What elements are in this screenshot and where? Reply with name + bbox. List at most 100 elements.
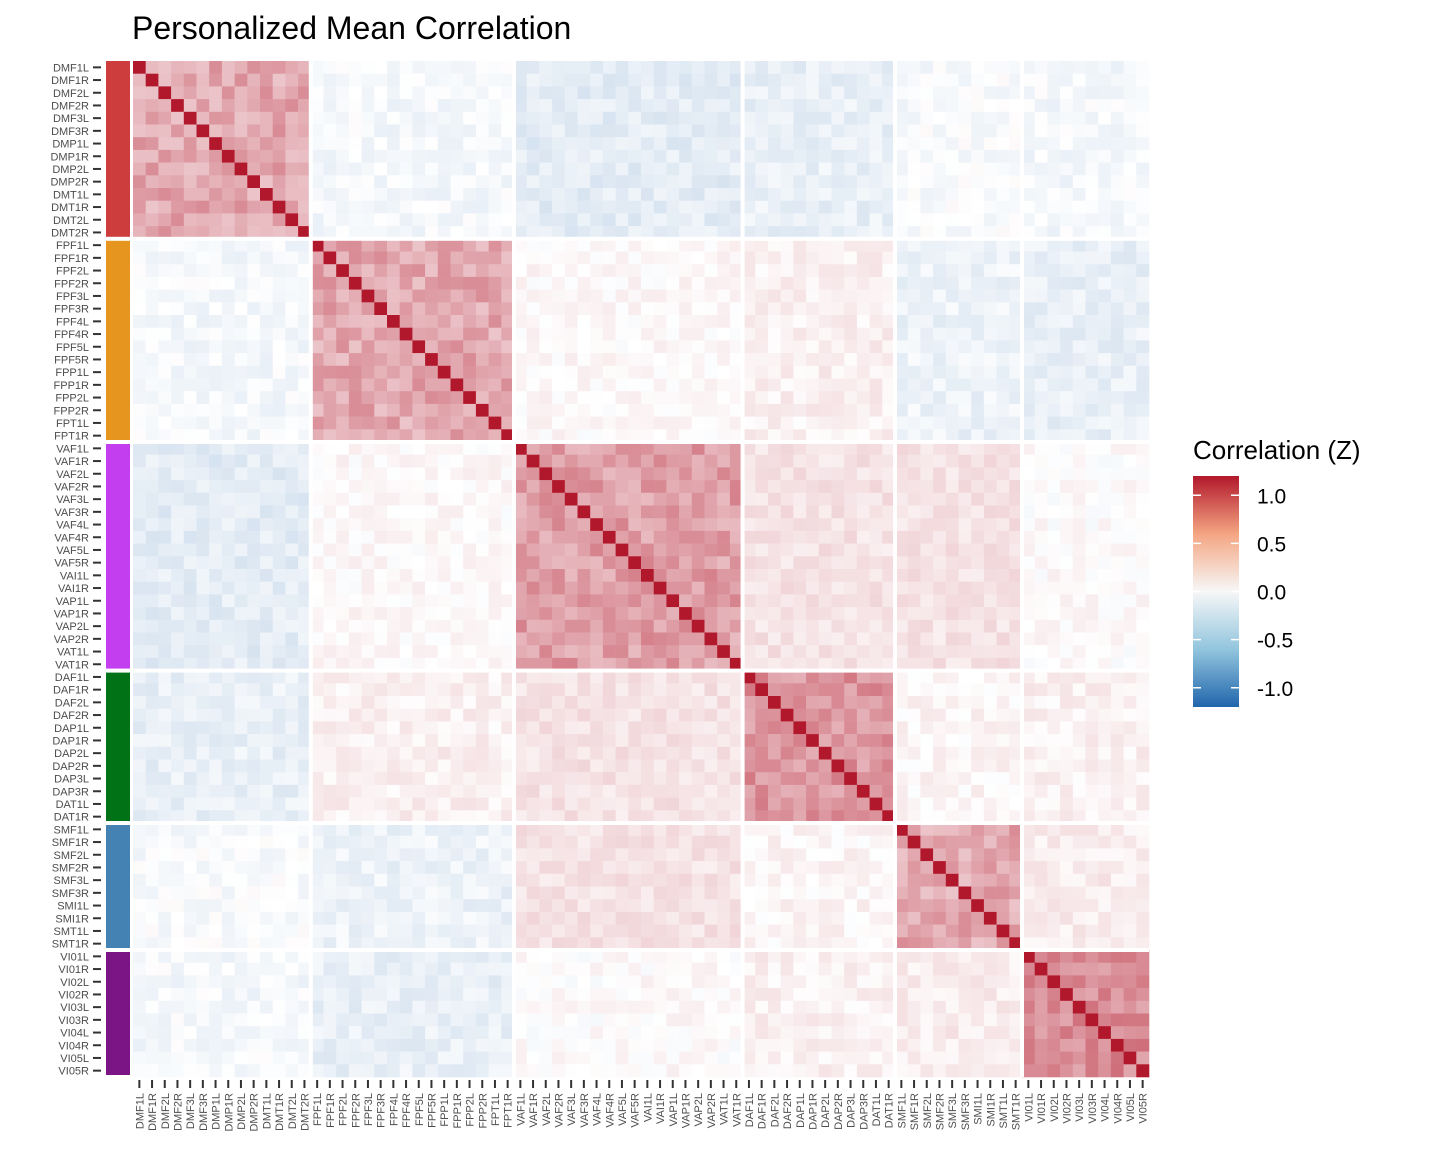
heat-cell	[1136, 416, 1150, 430]
heat-cell	[171, 772, 185, 786]
heat-cell	[768, 619, 781, 633]
heat-cell	[450, 696, 464, 709]
heat-cell	[945, 556, 959, 570]
heat-cell	[590, 683, 604, 697]
heat-cell	[996, 607, 1010, 621]
heat-cell	[221, 670, 235, 684]
heat-cell	[895, 518, 908, 532]
heat-cell	[1047, 340, 1061, 354]
heat-cell	[336, 137, 350, 151]
heat-cell	[298, 543, 312, 557]
heat-cell	[387, 238, 400, 252]
heat-cell	[793, 213, 807, 227]
heat-cell	[1098, 683, 1112, 697]
heat-cell	[831, 810, 845, 824]
heat-cell	[717, 61, 731, 74]
heat-cell	[907, 670, 921, 684]
heat-cell	[704, 175, 718, 189]
heat-cell	[983, 289, 997, 303]
heat-cell	[895, 200, 908, 214]
heat-cell	[450, 823, 464, 836]
heat-cell	[1098, 746, 1112, 760]
heat-cell	[755, 784, 769, 798]
heat-cell	[679, 810, 693, 824]
heat-cell	[602, 683, 616, 697]
heat-cell	[552, 594, 566, 608]
heat-cell	[272, 391, 286, 405]
heat-cell	[387, 264, 400, 278]
heat-cell	[450, 149, 464, 163]
heat-cell	[666, 657, 680, 671]
heat-cell	[260, 518, 273, 532]
heat-cell	[450, 607, 464, 621]
heat-cell	[1060, 238, 1074, 252]
heat-cell	[1136, 403, 1150, 417]
heat-cell	[1085, 200, 1099, 214]
heat-cell	[450, 353, 464, 367]
heat-cell	[298, 772, 312, 786]
heat-cell	[412, 61, 426, 74]
heat-cell	[183, 162, 197, 176]
heat-cell	[310, 403, 324, 417]
heat-cell	[488, 645, 502, 659]
heat-cell	[806, 226, 820, 240]
heat-cell	[260, 175, 273, 189]
heat-cell	[818, 467, 832, 481]
heat-cell	[526, 429, 540, 443]
heat-cell	[310, 353, 324, 367]
heat-cell	[183, 848, 197, 862]
heat-cell	[818, 784, 832, 798]
heat-cell	[425, 721, 439, 735]
heat-cell	[971, 378, 985, 392]
heat-cell	[488, 340, 502, 354]
heat-cell	[475, 200, 489, 214]
heat-cell	[996, 238, 1010, 252]
heat-cell	[158, 569, 172, 582]
heat-cell	[1085, 670, 1099, 684]
heat-cell	[615, 365, 629, 379]
heat-cell	[590, 289, 604, 303]
heat-cell	[615, 530, 629, 544]
heat-cell	[399, 607, 413, 621]
heat-cell	[1022, 73, 1035, 87]
heat-cell	[183, 188, 197, 201]
heat-cell	[818, 746, 832, 760]
heat-cell	[1022, 530, 1035, 544]
heat-cell	[387, 746, 400, 760]
heat-cell	[196, 835, 210, 849]
heat-cell	[323, 238, 337, 252]
heat-cell	[336, 315, 350, 328]
heat-cell	[628, 569, 642, 582]
heat-cell	[615, 137, 629, 151]
heat-cell	[387, 442, 400, 455]
heat-cell	[221, 492, 235, 506]
heat-cell	[1110, 238, 1124, 252]
heat-cell	[463, 137, 477, 151]
heat-cell	[958, 429, 972, 443]
heat-cell	[1098, 543, 1112, 557]
heat-cell	[501, 73, 515, 87]
heat-cell	[641, 746, 654, 760]
heat-cell	[539, 543, 553, 557]
heat-cell	[260, 416, 273, 430]
heat-cell	[1072, 73, 1086, 87]
heat-cell	[806, 162, 820, 176]
heat-cell	[475, 251, 489, 265]
heat-cell	[158, 581, 172, 595]
heat-cell	[298, 315, 312, 328]
heat-cell	[183, 556, 197, 570]
heat-cell	[907, 505, 921, 519]
heat-cell	[361, 759, 375, 773]
heat-cell	[844, 657, 858, 671]
heat-cell	[387, 823, 400, 836]
heat-cell	[590, 315, 604, 328]
heat-cell	[895, 391, 908, 405]
heat-cell	[260, 683, 273, 697]
heat-cell	[564, 264, 578, 278]
heat-cell	[1085, 721, 1099, 735]
heat-cell	[1022, 124, 1035, 138]
heat-cell	[475, 276, 489, 290]
heat-cell	[158, 149, 172, 163]
heat-cell	[768, 581, 781, 595]
heat-cell	[171, 556, 185, 570]
